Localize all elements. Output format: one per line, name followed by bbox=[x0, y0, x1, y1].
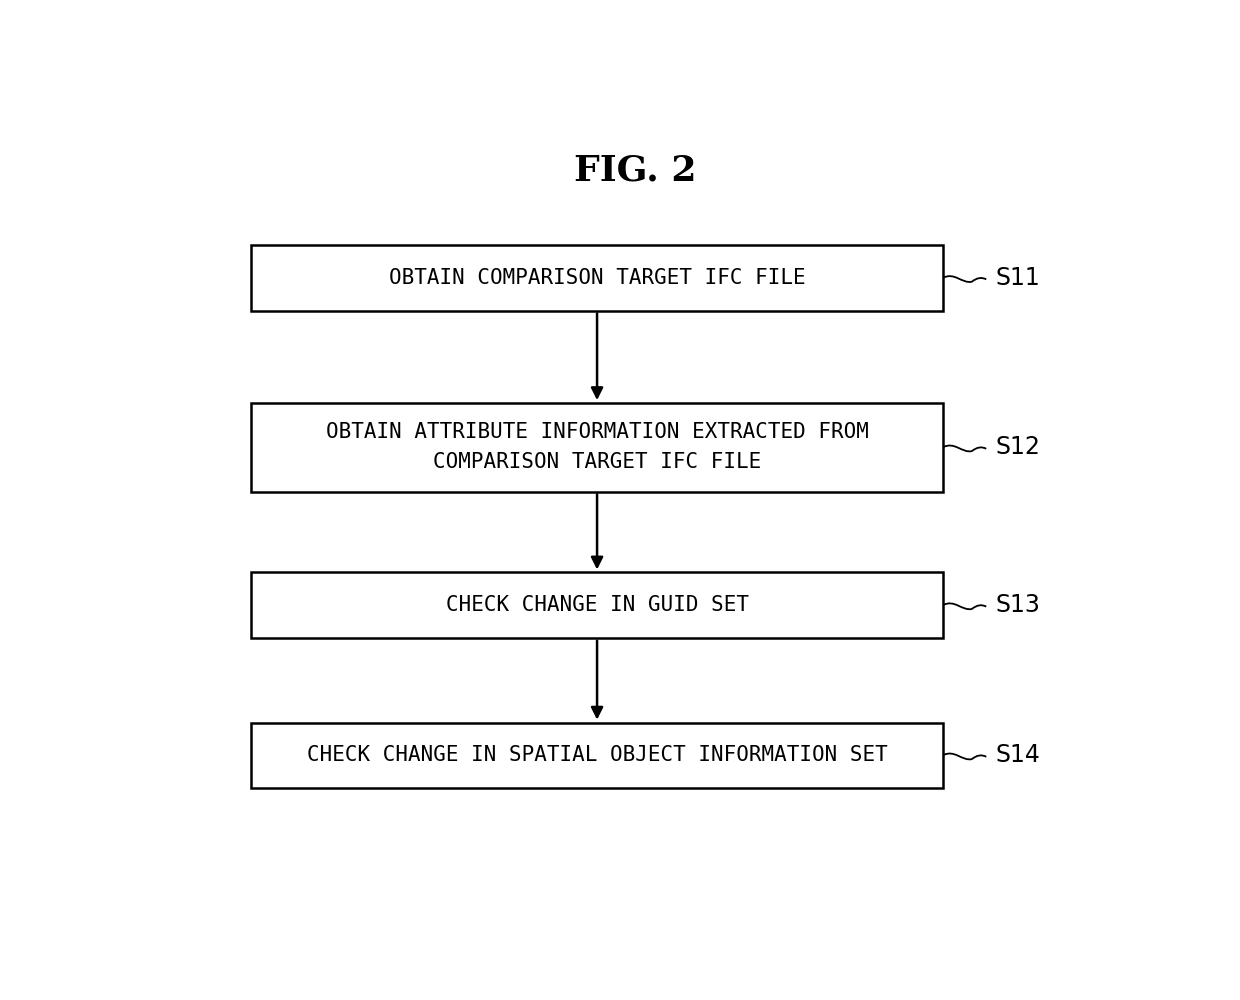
Text: S13: S13 bbox=[996, 593, 1040, 617]
Text: S14: S14 bbox=[996, 743, 1040, 767]
Text: S11: S11 bbox=[996, 266, 1040, 290]
Bar bbox=[250, 572, 942, 638]
Text: FIG. 2: FIG. 2 bbox=[574, 153, 697, 187]
Bar bbox=[250, 403, 942, 492]
Text: OBTAIN COMPARISON TARGET IFC FILE: OBTAIN COMPARISON TARGET IFC FILE bbox=[389, 268, 805, 288]
Bar bbox=[250, 245, 942, 311]
Text: CHECK CHANGE IN GUID SET: CHECK CHANGE IN GUID SET bbox=[445, 595, 749, 615]
Text: CHECK CHANGE IN SPATIAL OBJECT INFORMATION SET: CHECK CHANGE IN SPATIAL OBJECT INFORMATI… bbox=[306, 745, 888, 765]
Text: OBTAIN ATTRIBUTE INFORMATION EXTRACTED FROM
COMPARISON TARGET IFC FILE: OBTAIN ATTRIBUTE INFORMATION EXTRACTED F… bbox=[326, 422, 868, 472]
Text: S12: S12 bbox=[996, 435, 1040, 459]
Bar bbox=[250, 723, 942, 788]
